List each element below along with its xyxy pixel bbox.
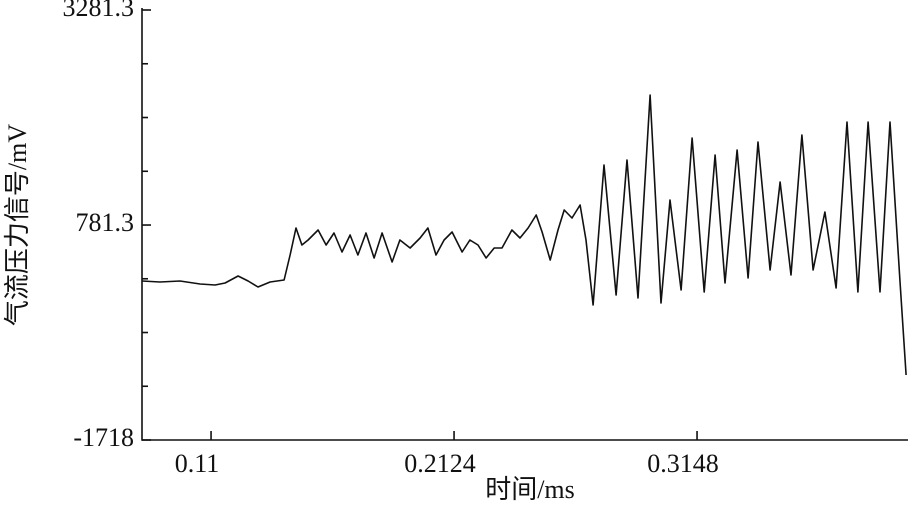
- y-tick-label: -1718: [73, 423, 134, 452]
- x-tick-label: 0.11: [175, 449, 220, 478]
- axes: [141, 8, 908, 441]
- x-tick-label: 0.2124: [404, 449, 476, 478]
- x-axis-label: 时间/ms: [485, 475, 575, 504]
- y-axis-label: 气流压力信号/mV: [3, 124, 32, 326]
- x-tick-label: 0.3148: [647, 449, 719, 478]
- y-tick-label: 781.3: [76, 208, 135, 237]
- data-line: [141, 94, 907, 376]
- y-tick-label: 3281.3: [63, 0, 135, 22]
